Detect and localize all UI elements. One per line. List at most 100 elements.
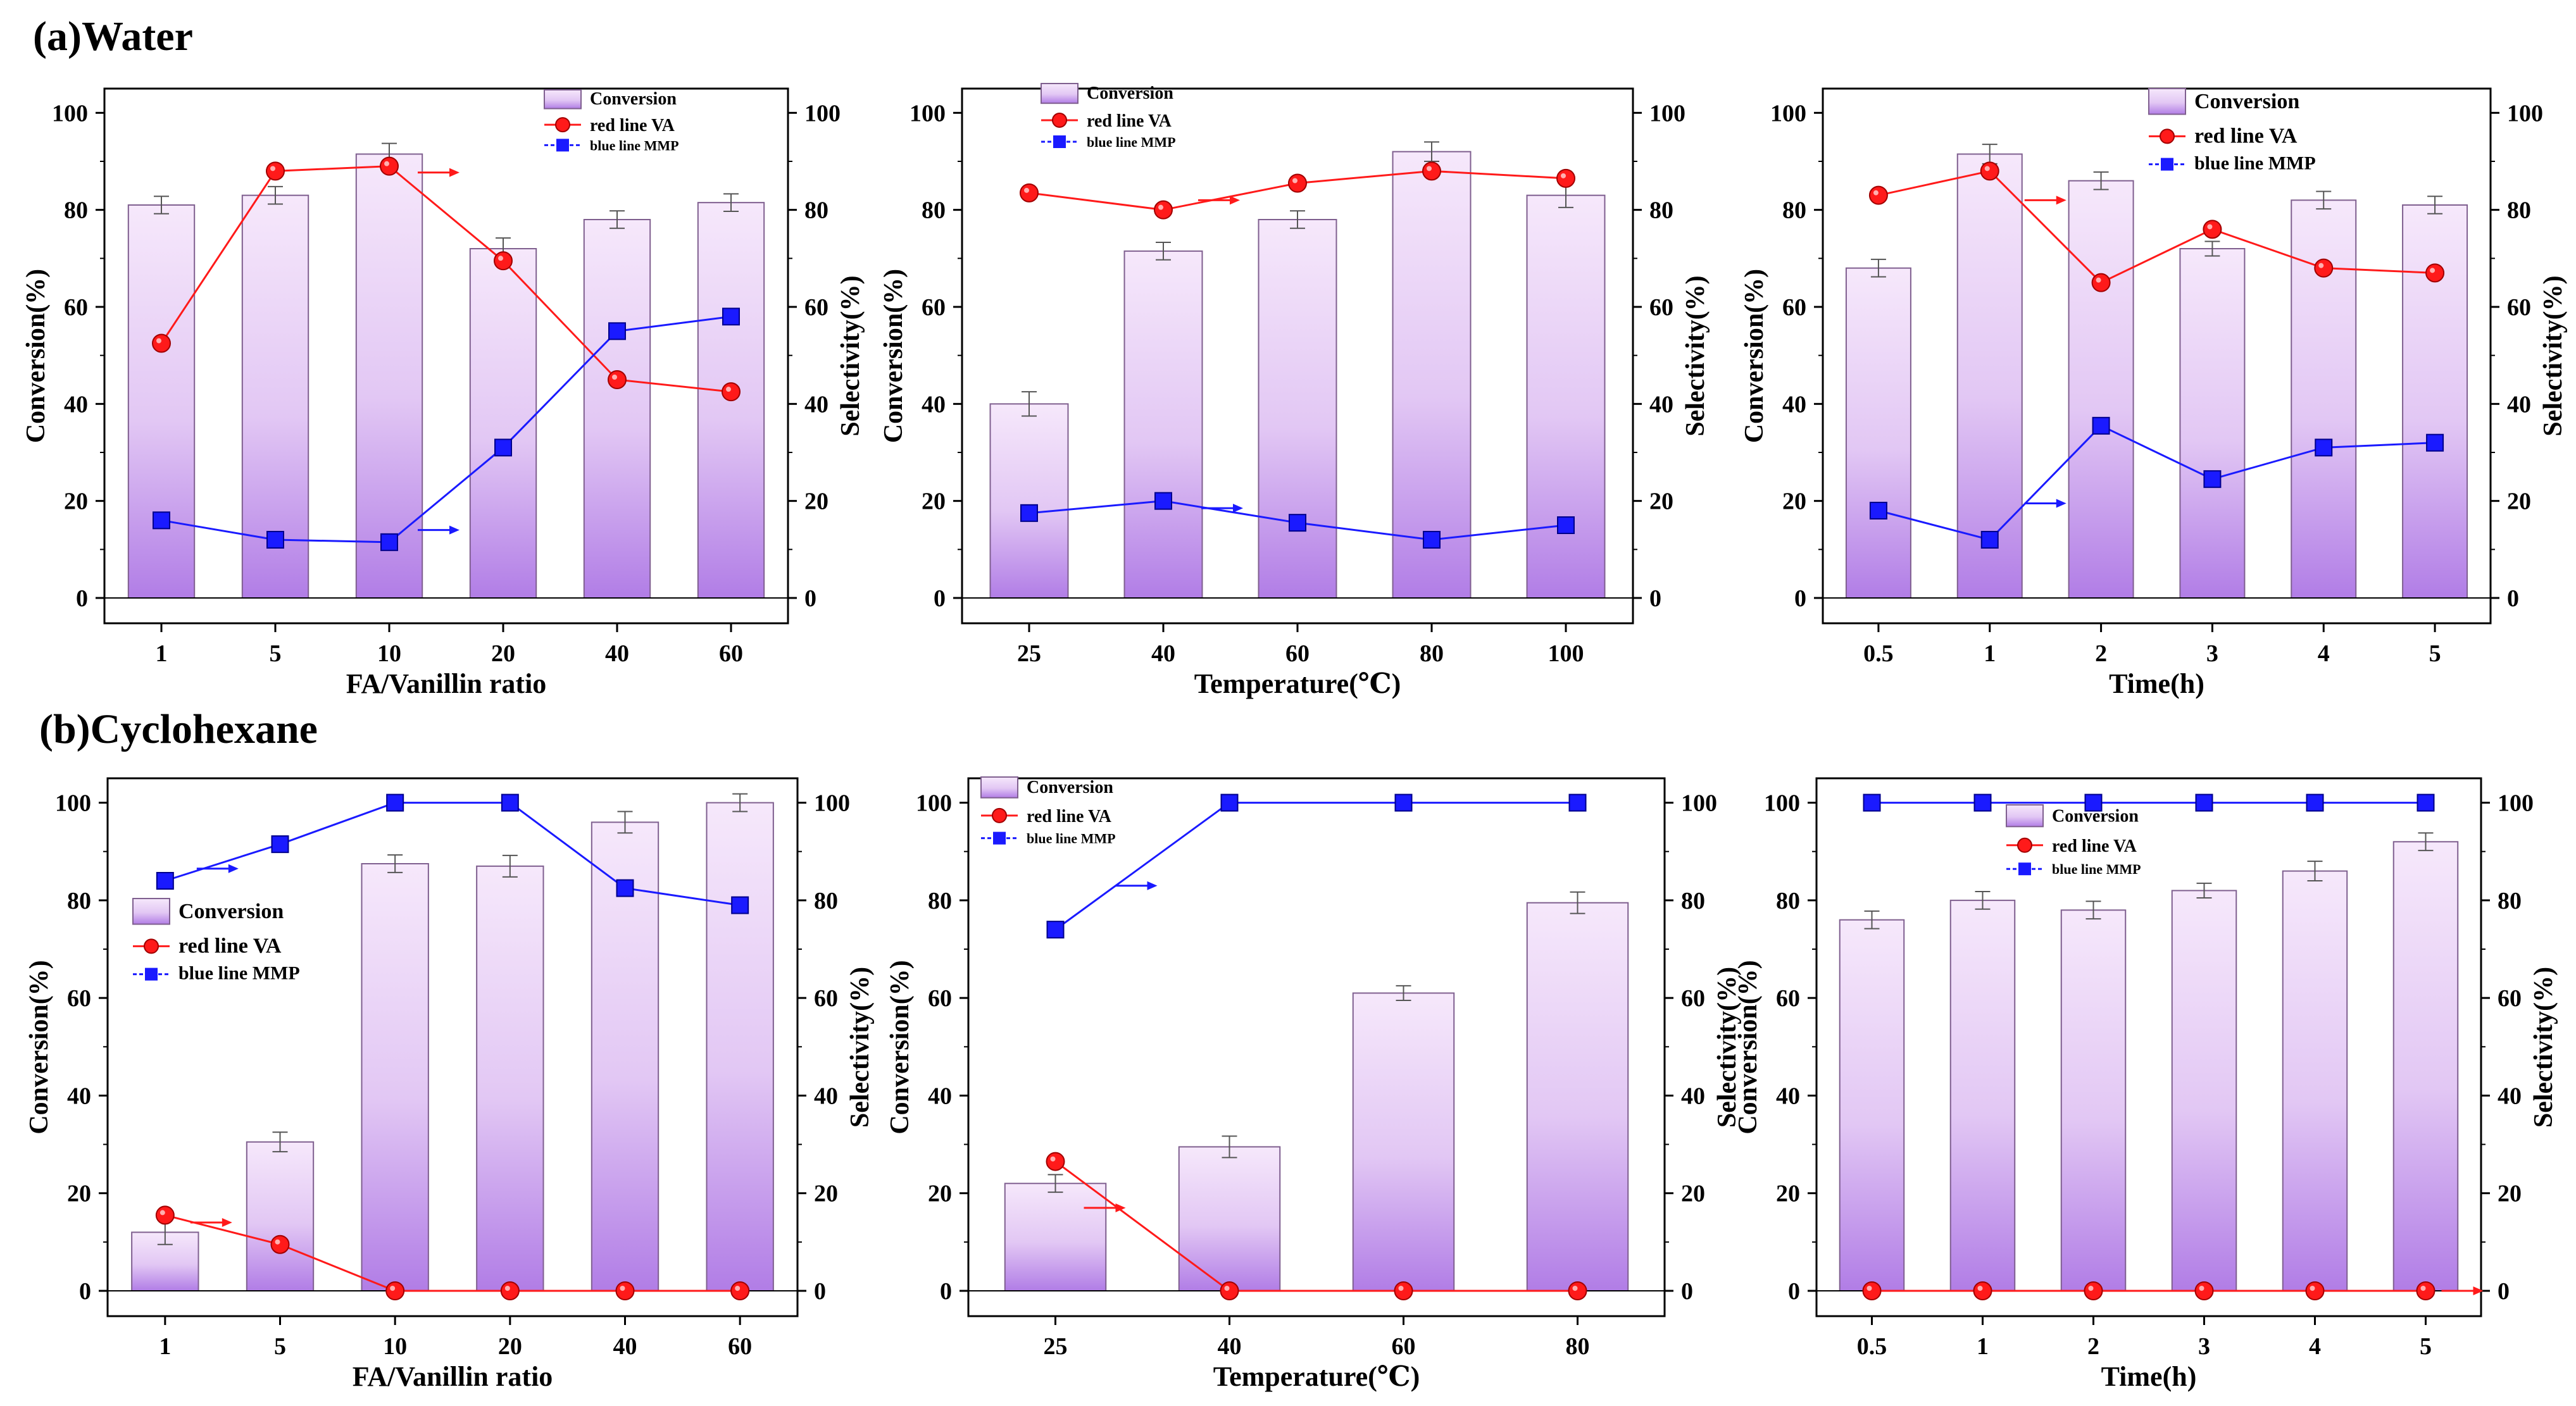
y-tick-label-left: 80 — [67, 888, 91, 914]
va-point-highlight — [2420, 1286, 2426, 1291]
y-tick-label-right: 60 — [1649, 294, 1673, 321]
y-tick-label-left: 0 — [1794, 585, 1806, 612]
mmp-point — [731, 896, 749, 914]
va-point-highlight — [1977, 1286, 1983, 1291]
va-point — [2194, 1281, 2214, 1300]
va-point — [2416, 1281, 2435, 1300]
legend-label-conversion: Conversion — [178, 900, 284, 923]
y-tick-label-left: 40 — [67, 1083, 91, 1109]
y-tick-label-left: 80 — [1776, 888, 1800, 914]
y-tick-label-right: 80 — [1681, 888, 1705, 914]
direction-arrow-head — [1230, 196, 1240, 205]
conversion-bar — [2282, 870, 2348, 1291]
conversion-bar — [355, 153, 423, 599]
y-tick-label-right: 40 — [1681, 1083, 1705, 1109]
direction-arrow-head — [1147, 881, 1158, 890]
legend-marker-va — [144, 938, 159, 954]
va-point — [152, 333, 171, 353]
mmp-point — [2092, 416, 2110, 435]
va-point-highlight — [2310, 1286, 2315, 1291]
y-tick-label-right: 20 — [804, 488, 828, 515]
va-point — [2091, 273, 2111, 292]
y-tick-label-right: 40 — [1649, 391, 1673, 418]
mmp-point — [1020, 504, 1038, 522]
legend-label-mmp: blue line MMP — [1087, 134, 1176, 150]
y-tick-label-left: 20 — [67, 1181, 91, 1207]
x-tick-label: 60 — [1285, 640, 1310, 667]
va-line — [165, 1214, 741, 1292]
y-axis-title: Conversion(%) — [1734, 960, 1763, 1134]
mmp-line — [1054, 802, 1578, 931]
x-axis-title: Time(h) — [2101, 1361, 2197, 1392]
mmp-point — [380, 533, 398, 551]
va-point-highlight — [1572, 1286, 1578, 1291]
legend: Conversion red line VA blue line MMP — [132, 898, 300, 984]
va-point — [270, 1235, 290, 1254]
legend-marker-va — [1052, 113, 1067, 128]
plot-frame — [103, 87, 789, 625]
va-line — [1054, 1160, 1578, 1292]
x-tick-label: 2 — [2087, 1333, 2099, 1360]
x-axis-title: Time(h) — [2109, 668, 2204, 699]
x-tick-label: 4 — [2318, 640, 2330, 667]
y-axis-title: Conversion(%) — [879, 269, 908, 443]
plot-frame — [106, 777, 799, 1317]
y-tick-label-left: 0 — [79, 1278, 91, 1305]
conversion-bar — [127, 204, 196, 599]
va-point-highlight — [620, 1286, 625, 1291]
va-point-highlight — [1984, 166, 1990, 171]
legend-label-mmp: blue line MMP — [1027, 831, 1116, 847]
y2-axis-title: Selectivity(%) — [1713, 967, 1742, 1128]
mmp-point — [2195, 793, 2213, 812]
conversion-bar — [1526, 194, 1606, 599]
mmp-point — [386, 793, 404, 812]
legend-swatch-conversion — [544, 89, 582, 109]
conversion-bar — [706, 802, 774, 1291]
y-tick-label-left: 100 — [1764, 790, 1800, 817]
legend-label-va: red line VA — [1087, 111, 1172, 131]
y-tick-label-left: 40 — [922, 391, 946, 418]
va-point — [1868, 185, 1888, 205]
va-point-highlight — [2430, 268, 2435, 273]
y-tick-label-left: 100 — [910, 100, 946, 127]
va-point — [1973, 1281, 1992, 1300]
mmp-point — [1289, 514, 1306, 532]
va-point — [2425, 263, 2445, 283]
y-tick-label-right: 60 — [814, 985, 838, 1012]
va-point — [385, 1281, 405, 1300]
legend-label-mmp: blue line MMP — [2052, 861, 2141, 877]
y-tick-label-right: 100 — [1649, 100, 1685, 127]
y-tick-label-left: 80 — [922, 197, 946, 224]
conversion-bar — [583, 219, 651, 599]
y-tick-label-right: 80 — [804, 197, 828, 224]
legend-marker-mmp — [1053, 135, 1066, 148]
x-tick-label: 0.5 — [1857, 1333, 1887, 1360]
x-tick-label: 10 — [377, 640, 401, 667]
conversion-bar — [1526, 902, 1629, 1291]
legend-marker-va — [2160, 128, 2175, 144]
va-point-highlight — [1224, 1286, 1230, 1291]
y-tick-label-left: 60 — [922, 294, 946, 321]
chart-b3: 0 0 20 20 40 40 60 60 80 80 100 100 Conversion(%) Sel… — [1734, 777, 2558, 1392]
x-tick-label: 5 — [270, 640, 282, 667]
legend-marker-mmp — [2018, 862, 2031, 876]
y-tick-label-left: 100 — [916, 790, 952, 817]
y-tick-label-left: 60 — [928, 985, 952, 1012]
va-point — [1020, 183, 1039, 202]
legend-marker-mmp — [993, 831, 1006, 845]
conversion-bar — [1123, 250, 1203, 599]
x-axis-title: FA/Vanillin ratio — [346, 668, 547, 699]
y-tick-label-left: 100 — [52, 100, 88, 127]
y-tick-label-right: 60 — [1681, 985, 1705, 1012]
va-point — [1422, 161, 1441, 181]
y-tick-label-right: 100 — [804, 100, 841, 127]
chart-b2: 0 0 20 20 40 40 60 60 80 80 100 100 Conversion(%) Sel… — [885, 776, 1742, 1392]
va-point-highlight — [1873, 190, 1879, 196]
mmp-point — [1568, 793, 1587, 812]
x-tick-label: 1 — [159, 1333, 171, 1360]
legend: Conversion red line VA blue line MMP — [2148, 88, 2316, 174]
legend-label-va: red line VA — [2194, 124, 2298, 147]
x-tick-label: 25 — [1017, 640, 1041, 667]
x-tick-label: 5 — [2420, 1333, 2432, 1360]
